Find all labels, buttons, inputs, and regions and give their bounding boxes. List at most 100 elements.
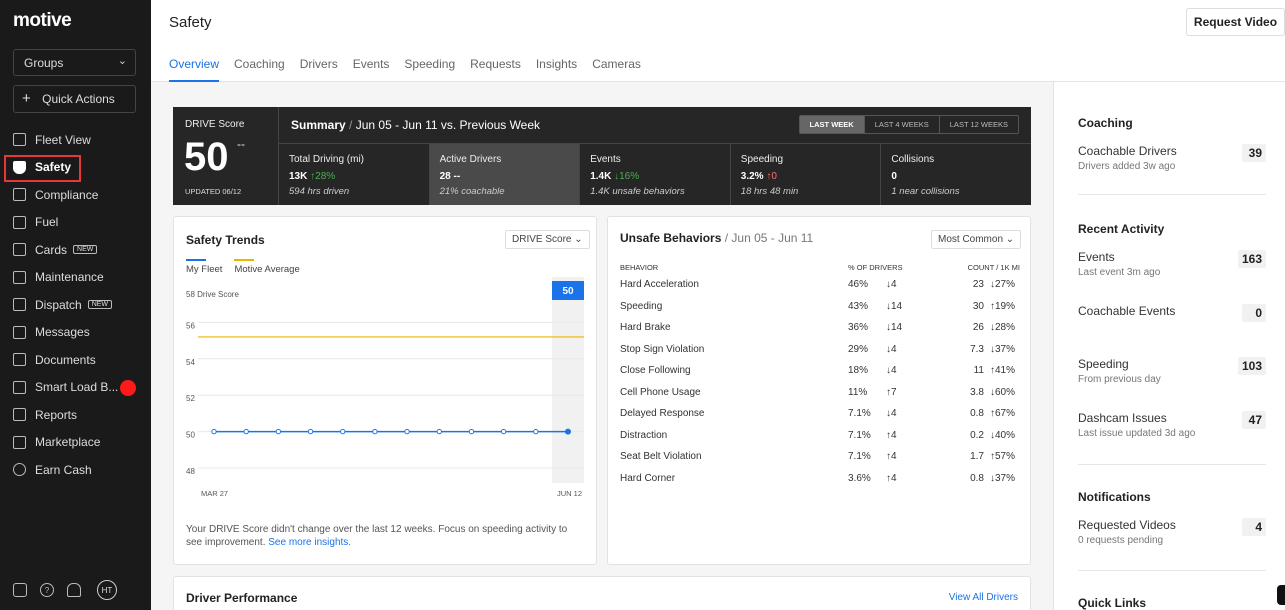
groups-label: Groups: [24, 56, 64, 70]
sidebar-item-fuel[interactable]: Fuel: [0, 209, 151, 237]
count-delta-value: 19%: [995, 300, 1016, 312]
new-badge: NEW: [87, 300, 113, 310]
drive-score-box[interactable]: DRIVE Score 50 -- UPDATED 06/12: [173, 107, 279, 205]
map-icon: [13, 133, 26, 147]
tab-overview[interactable]: Overview: [169, 57, 220, 82]
pct-delta: ↑7: [886, 386, 897, 398]
row-label: Requested Videos: [1078, 518, 1176, 532]
tab-events[interactable]: Events: [352, 57, 390, 71]
row-label: Events: [1078, 250, 1115, 264]
count-delta: ↓28%: [990, 322, 1016, 334]
data-point: [211, 428, 217, 435]
see-more-insights-link[interactable]: See more insights.: [268, 537, 352, 548]
range-last-12-weeks[interactable]: LAST 12 WEEKS: [949, 120, 1008, 129]
sidebar-item-safety[interactable]: Safety: [0, 154, 151, 182]
shield-icon: [13, 160, 26, 174]
table-row[interactable]: Hard Corner 3.6% ↑4 0.8 ↓37%: [620, 468, 1020, 490]
table-row[interactable]: Distraction 7.1% ↑4 0.2 ↓40%: [620, 425, 1020, 447]
metric-sub: 21% coachable: [439, 186, 505, 197]
sidebar-item-earn-cash[interactable]: Earn Cash: [0, 456, 151, 484]
sidebar-item-fleet-view[interactable]: Fleet View: [0, 126, 151, 154]
tab-requests[interactable]: Requests: [470, 57, 521, 71]
row-count: 39: [1242, 144, 1266, 162]
tab-cameras[interactable]: Cameras: [592, 57, 641, 71]
metric-label: Speeding: [740, 154, 784, 165]
sidebar-item-marketplace[interactable]: Marketplace: [0, 429, 151, 457]
pct-value: 7.1%: [848, 429, 871, 441]
sidebar-item-cards[interactable]: Cards NEW: [0, 236, 151, 264]
motive-logo[interactable]: motive: [13, 10, 72, 31]
requested-videos-row[interactable]: Requested Videos 0 requests pending 4: [1078, 518, 1266, 546]
range-selector: LAST WEEK LAST 4 WEEKS LAST 12 WEEKS: [798, 115, 1019, 134]
dashcam-issues-row[interactable]: Dashcam Issues Last issue updated 3d ago…: [1078, 411, 1266, 439]
trends-metric-dropdown[interactable]: DRIVE Score ⌄: [505, 230, 590, 249]
row-count: 4: [1242, 518, 1266, 536]
sidebar-nav: Fleet View Safety Compliance Fuel Cards N…: [0, 126, 151, 484]
request-video-button[interactable]: Request Video: [1186, 8, 1285, 36]
sidebar-item-label: Reports: [35, 407, 78, 422]
row-label: Coachable Drivers: [1078, 144, 1177, 158]
data-point: [565, 428, 571, 435]
sidebar-item-documents[interactable]: Documents: [0, 346, 151, 374]
row-label: Dashcam Issues: [1078, 411, 1167, 425]
groups-dropdown[interactable]: Groups ⌄: [13, 49, 136, 76]
metric-events[interactable]: Events 1.4K ↓16% 1.4K unsafe behaviors: [580, 144, 731, 205]
avatar[interactable]: HT: [97, 580, 117, 600]
count-delta: ↑57%: [990, 451, 1016, 463]
table-row[interactable]: Stop Sign Violation 29% ↓4 7.3 ↓37%: [620, 339, 1020, 361]
active-highlight: [4, 154, 81, 182]
metric-total-driving[interactable]: Total Driving (mi) 13K ↑28% 594 hrs driv…: [279, 144, 430, 205]
table-row[interactable]: Cell Phone Usage 11% ↑7 3.8 ↓60%: [620, 382, 1020, 404]
summary-separator: /: [349, 118, 356, 132]
tab-insights[interactable]: Insights: [535, 57, 578, 71]
speeding-row[interactable]: Speeding From previous day 103: [1078, 357, 1266, 385]
pct-value: 18%: [848, 365, 869, 377]
metric-collisions[interactable]: Collisions 0 1 near collisions: [881, 144, 1031, 205]
sidebar-item-smart-load[interactable]: Smart Load B...: [0, 374, 151, 402]
table-row[interactable]: Seat Belt Violation 7.1% ↑4 1.7 ↑57%: [620, 446, 1020, 468]
range-last-4-weeks[interactable]: LAST 4 WEEKS: [865, 116, 940, 133]
sidebar-item-messages[interactable]: Messages: [0, 319, 151, 347]
pct-delta: ↓14: [886, 322, 903, 334]
view-all-drivers-link[interactable]: View All Drivers: [948, 592, 1018, 603]
data-point: [275, 428, 282, 435]
edge-handle[interactable]: [1277, 585, 1285, 605]
data-point: [404, 428, 410, 435]
sidebar-item-dispatch[interactable]: Dispatch NEW: [0, 291, 151, 319]
unsafe-behaviors-card: Unsafe Behaviors / Jun 05 - Jun 11 Most …: [607, 216, 1031, 565]
pct-value: 29%: [848, 343, 869, 355]
safety-trends-chart: 58 Drive Score 48 50 52 54 56 50 MAR 27 JUN 1…: [186, 277, 584, 498]
sidebar-item-compliance[interactable]: Compliance: [0, 181, 151, 209]
user-settings-icon[interactable]: [13, 583, 27, 597]
count-value: 1.7: [970, 451, 984, 463]
chevron-down-icon: ⌄: [117, 55, 127, 67]
sidebar-item-label: Messages: [35, 325, 90, 340]
count-value: 0.2: [970, 429, 984, 441]
help-icon[interactable]: ?: [40, 583, 54, 597]
range-last-week[interactable]: LAST WEEK: [799, 116, 865, 133]
plus-icon: +: [22, 90, 31, 107]
chart-grid: 48 50 52 54 56: [186, 321, 584, 476]
sidebar-item-reports[interactable]: Reports: [0, 401, 151, 429]
coachable-drivers-row[interactable]: Coachable Drivers Drivers added 3w ago 3…: [1078, 144, 1266, 172]
tab-speeding[interactable]: Speeding: [404, 57, 456, 71]
metric-sub: 1.4K unsafe behaviors: [590, 186, 685, 197]
table-row[interactable]: Speeding 43% ↓14 30 ↑19%: [620, 296, 1020, 318]
events-row[interactable]: Events Last event 3m ago 163: [1078, 250, 1266, 278]
tab-coaching[interactable]: Coaching: [234, 57, 285, 71]
metric-speeding[interactable]: Speeding 3.2% ↑0 18 hrs 48 min: [731, 144, 882, 205]
bell-icon[interactable]: [67, 583, 81, 597]
coachable-events-row[interactable]: Coachable Events 0: [1078, 304, 1266, 322]
unsafe-sort-dropdown[interactable]: Most Common ⌄: [931, 230, 1022, 249]
behavior-name: Cell Phone Usage: [620, 386, 701, 398]
table-row[interactable]: Hard Acceleration 46% ↓4 23 ↓27%: [620, 274, 1020, 296]
tab-drivers[interactable]: Drivers: [299, 57, 338, 71]
legend-my-fleet: My Fleet: [186, 259, 222, 275]
quick-actions-button[interactable]: + Quick Actions: [13, 85, 136, 113]
drive-score-banner: DRIVE Score 50 -- UPDATED 06/12 Summary …: [173, 107, 1031, 205]
table-row[interactable]: Close Following 18% ↓4 11 ↑41%: [620, 360, 1020, 382]
table-row[interactable]: Delayed Response 7.1% ↓4 0.8 ↑67%: [620, 403, 1020, 425]
metric-active-drivers[interactable]: Active Drivers 28 -- 21% coachable: [429, 144, 581, 205]
table-row[interactable]: Hard Brake 36% ↓14 26 ↓28%: [620, 317, 1020, 339]
sidebar-item-maintenance[interactable]: Maintenance: [0, 264, 151, 292]
